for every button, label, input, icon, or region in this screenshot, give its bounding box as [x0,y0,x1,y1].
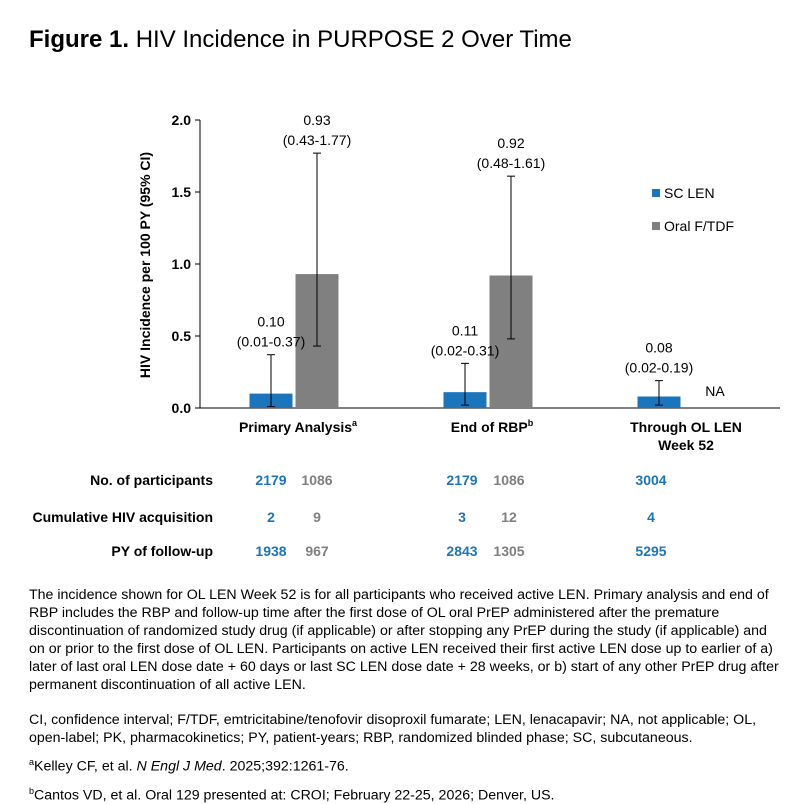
table-cell: 2179 [255,472,286,488]
value-label-na: NA [705,383,725,399]
ci-label: (0.01-0.37) [237,334,305,350]
value-label: 0.93 [303,112,330,128]
table-cell: 3 [458,509,466,525]
table-cell: 2179 [446,472,477,488]
legend-swatch [652,189,660,197]
table-cell: 3004 [635,472,666,488]
ci-label: (0.48-1.61) [477,155,545,171]
table-cell: 1305 [493,543,524,559]
hiv-incidence-chart: HIV Incidence per 100 PY (95% CI) 0.0 0.5… [33,112,780,559]
figure-title: Figure 1. HIV Incidence in PURPOSE 2 Ove… [29,26,572,54]
table-cell: 967 [305,543,329,559]
y-axis: 0.0 0.5 1.0 1.5 2.0 [172,112,780,416]
ci-label: (0.02-0.31) [431,342,499,358]
category-label-line2: Week 52 [658,437,714,453]
legend-label: SC LEN [664,185,715,201]
y-axis-label: HIV Incidence per 100 PY (95% CI) [137,152,153,378]
y-tick-label: 0.0 [172,400,192,416]
category-label: Through OL LEN [630,419,742,435]
footnote-paragraph: The incidence shown for OL LEN Week 52 i… [29,587,779,693]
table-cell: 12 [501,509,517,525]
y-tick-label: 1.0 [172,256,192,272]
value-label: 0.10 [257,314,284,330]
legend: SC LEN Oral F/TDF [652,185,734,234]
value-label: 0.08 [645,340,672,356]
table-row-label: PY of follow-up [111,543,213,559]
y-tick-label: 1.5 [172,184,192,200]
participant-table: No. of participants 2179 1086 2179 1086 3004 C… [33,472,667,559]
value-label: 0.11 [452,322,478,338]
error-bars [267,152,663,408]
category-label: Primary Analysisa [239,418,358,435]
ci-label: (0.02-0.19) [625,360,693,376]
table-cell: 1086 [301,472,332,488]
reference-a-marker: a [29,757,35,767]
footnotes: The incidence shown for OL LEN Week 52 i… [29,586,781,804]
y-tick-label: 2.0 [172,112,192,128]
value-labels: 0.10 (0.01-0.37) 0.11 (0.02-0.31) 0.08 (0.02-… [237,112,726,399]
x-axis-labels: Primary Analysisa End of RBPb Through OL L… [239,418,742,453]
reference-a: aKelley CF, et al. N Engl J Med. 2025;39… [29,757,349,775]
table-cell: 4 [647,509,655,525]
abbreviations: CI, confidence interval; F/TDF, emtricit… [29,712,757,746]
table-cell: 2 [267,509,275,525]
reference-b: bCantos VD, et al. Oral 129 presented at… [29,785,555,804]
table-cell: 5295 [635,543,666,559]
value-label: 0.92 [497,135,524,151]
figure-title-text: HIV Incidence in PURPOSE 2 Over Time [135,26,572,53]
category-label: End of RBPb [451,418,534,435]
table-cell: 1086 [493,472,524,488]
ci-label: (0.43-1.77) [283,132,351,148]
table-row-label: No. of participants [90,472,213,488]
reference-b-marker: b [29,785,35,796]
table-row-label: Cumulative HIV acquisition [33,509,213,525]
journal-name: N Engl J Med [136,758,222,775]
y-tick-label: 0.5 [172,328,192,344]
table-cell: 9 [313,509,321,525]
legend-label: Oral F/TDF [664,218,734,234]
legend-swatch [652,222,660,230]
table-cell: 2843 [446,543,477,559]
table-cell: 1938 [255,543,286,559]
figure-label: Figure 1. [29,26,130,53]
